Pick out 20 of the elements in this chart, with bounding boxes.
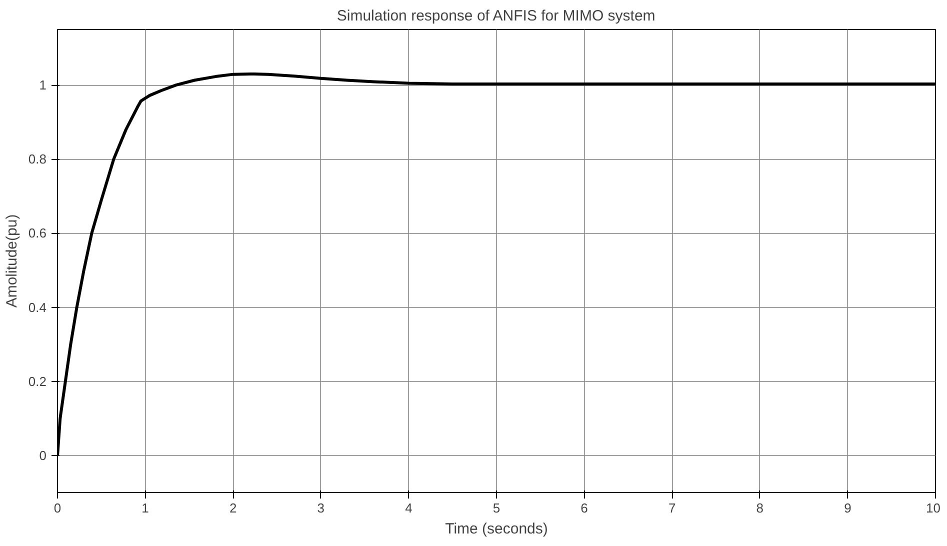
chart-title: Simulation response of ANFIS for MIMO system bbox=[336, 8, 656, 24]
x-tick-label: 2 bbox=[229, 500, 237, 516]
y-tick-label: 0.8 bbox=[28, 152, 47, 167]
x-tick-label: 3 bbox=[317, 500, 325, 516]
x-tick-label: 6 bbox=[580, 500, 588, 516]
x-tick-label: 1 bbox=[142, 500, 149, 516]
y-tick-label: 0.2 bbox=[28, 374, 47, 389]
y-axis-title: Amolitude(pu) bbox=[3, 214, 20, 308]
x-tick-label: 7 bbox=[668, 500, 676, 516]
x-tick-label: 4 bbox=[405, 500, 412, 516]
x-tick-label: 5 bbox=[492, 500, 500, 516]
y-tick-label: 1 bbox=[39, 78, 47, 93]
y-tick-label: 0 bbox=[39, 448, 47, 463]
x-axis-title: Time (seconds) bbox=[445, 520, 548, 538]
x-tick-label: 8 bbox=[756, 500, 764, 516]
x-tick-label: 9 bbox=[844, 500, 852, 516]
y-tick-label: 0.6 bbox=[28, 226, 47, 241]
y-tick-label: 0.4 bbox=[28, 300, 47, 315]
x-tick-label: 0 bbox=[54, 500, 62, 516]
x-tick-label: 10 bbox=[926, 500, 941, 516]
